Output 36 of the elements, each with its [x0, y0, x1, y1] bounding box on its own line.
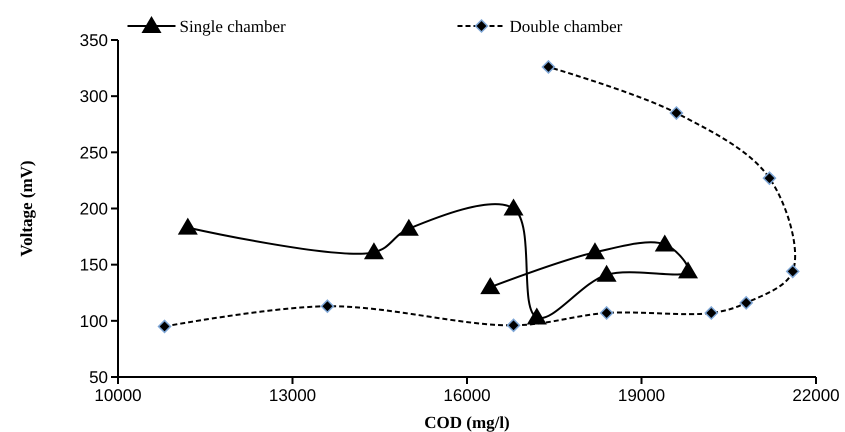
y-tick-label: 350: [80, 30, 108, 50]
y-tick-label: 50: [89, 368, 108, 387]
point: [596, 264, 617, 282]
point: [320, 299, 334, 313]
point: [542, 60, 556, 74]
point: [786, 264, 800, 278]
legend-label: Double chamber: [510, 16, 623, 36]
x-tick-label: 13000: [268, 386, 316, 405]
x-tick-label: 16000: [443, 386, 491, 405]
point: [600, 306, 614, 320]
y-tick-label: 100: [80, 312, 108, 331]
point: [526, 307, 547, 324]
point: [704, 306, 718, 320]
legend-label: Single chamber: [180, 16, 286, 36]
point: [504, 198, 524, 216]
y-axis-title: Voltage (mV): [17, 160, 36, 257]
y-tick-label: 300: [80, 87, 108, 106]
point: [364, 242, 384, 260]
point: [158, 320, 172, 334]
y-tick-label: 250: [80, 143, 108, 162]
point: [670, 106, 684, 120]
point: [506, 318, 520, 332]
point: [178, 218, 198, 235]
x-tick-label: 22000: [792, 386, 840, 405]
y-tick-label: 150: [80, 256, 108, 275]
point: [398, 218, 419, 236]
point: [584, 242, 605, 260]
point: [762, 171, 776, 185]
point: [739, 296, 753, 310]
point: [678, 261, 698, 278]
x-tick-label: 19000: [618, 386, 666, 405]
x-tick-label: 10000: [94, 386, 142, 405]
y-tick-label: 200: [80, 199, 108, 218]
point: [654, 234, 675, 252]
x-axis-title: COD (mg/l): [424, 413, 510, 432]
point: [480, 277, 500, 294]
